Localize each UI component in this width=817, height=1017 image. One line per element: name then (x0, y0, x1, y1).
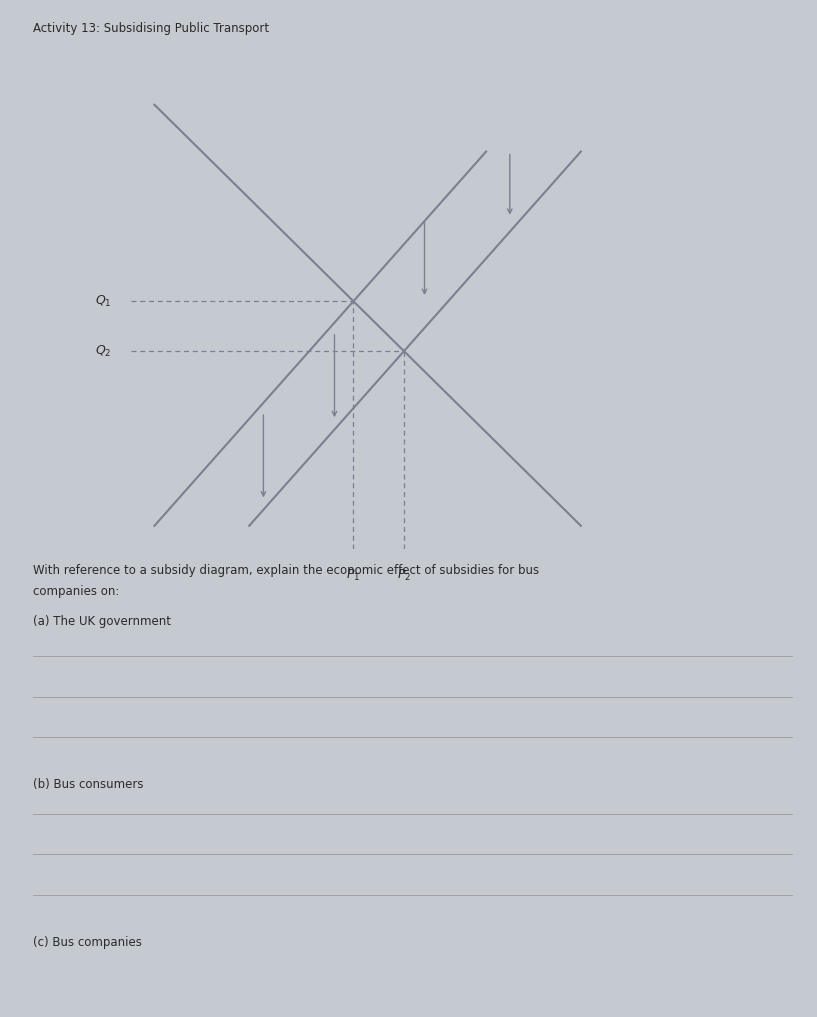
Text: With reference to a subsidy diagram, explain the economic effect of subsidies fo: With reference to a subsidy diagram, exp… (33, 564, 538, 578)
Text: $Q_2$: $Q_2$ (96, 344, 112, 359)
Text: companies on:: companies on: (33, 585, 119, 598)
Text: $P_1$: $P_1$ (346, 567, 360, 583)
Text: (a) The UK government: (a) The UK government (33, 615, 171, 629)
Text: (b) Bus consumers: (b) Bus consumers (33, 778, 143, 791)
Text: Activity 13: Subsidising Public Transport: Activity 13: Subsidising Public Transpor… (33, 22, 269, 36)
Text: (c) Bus companies: (c) Bus companies (33, 936, 141, 949)
Text: $Q_1$: $Q_1$ (96, 294, 112, 309)
Text: $P_2$: $P_2$ (397, 567, 411, 583)
